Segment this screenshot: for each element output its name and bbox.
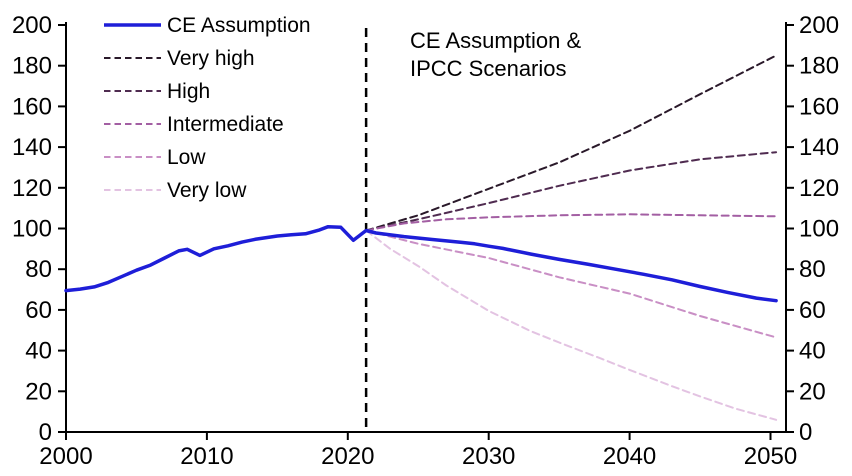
chart-title-line-1: CE Assumption & [410,28,582,53]
y-axis-right-tick-label: 20 [799,378,826,405]
y-axis-left-tick-label: 80 [25,256,52,283]
x-axis-tick-label: 2020 [321,443,374,470]
chart-title-line-2: IPCC Scenarios [410,56,567,81]
y-axis-right-tick-label: 140 [799,134,839,161]
series-line-low [365,229,778,339]
y-axis-left-tick-label: 120 [12,175,52,202]
y-axis-left-tick-label: 60 [25,297,52,324]
y-axis-right-tick-label: 100 [799,216,839,243]
legend-label-high: High [167,80,210,103]
y-axis-right-tick-label: 120 [799,175,839,202]
legend-label-intermediate: Intermediate [167,113,284,136]
x-axis-tick-label: 2050 [744,443,797,470]
series-line-very-high [365,54,778,232]
series-line-high [365,151,778,232]
legend-label-low: Low [167,146,206,169]
y-axis-right-tick-label: 60 [799,297,826,324]
y-axis-right-tick-label: 40 [799,338,826,365]
series-line-very-low [365,229,778,421]
series-line-ce-assumption [64,224,778,303]
y-axis-left-tick-label: 160 [12,93,52,120]
x-axis-tick-label: 2000 [39,443,92,470]
y-axis-right-tick-label: 160 [799,93,839,120]
y-axis-left-tick-label: 40 [25,338,52,365]
y-axis-right-tick-label: 200 [799,12,839,39]
x-axis-tick-label: 2030 [462,443,515,470]
series-line-intermediate [365,213,778,232]
y-axis-right-tick-label: 80 [799,256,826,283]
legend-label-ce-assumption: CE Assumption [167,14,311,37]
x-axis-tick-label: 2010 [180,443,233,470]
x-axis-tick-label: 2040 [603,443,656,470]
y-axis-left-tick-label: 100 [12,216,52,243]
y-axis-left-tick-label: 0 [39,419,52,446]
legend-label-very-high: Very high [167,47,255,70]
axis-frame [65,22,787,433]
legend-label-very-low: Very low [167,179,247,202]
y-axis-right-tick-label: 180 [799,53,839,80]
y-axis-left-tick-label: 200 [12,12,52,39]
y-axis-right-tick-label: 0 [799,419,812,446]
y-axis-left-tick-label: 20 [25,378,52,405]
y-axis-left-tick-label: 140 [12,134,52,161]
y-axis-left-tick-label: 180 [12,53,52,80]
